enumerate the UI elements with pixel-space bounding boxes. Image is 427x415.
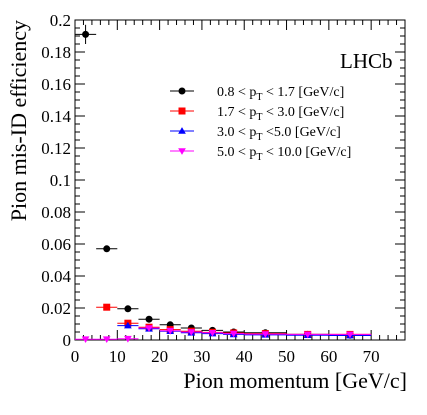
y-tick-label: 0.02 [41, 299, 71, 318]
data-point [208, 330, 217, 337]
data-point [187, 329, 196, 336]
y-tick-label: 0.06 [41, 235, 71, 254]
y-tick-label: 0.14 [41, 107, 71, 126]
legend-label: 3.0 < pT <5.0 [GeV/c] [217, 125, 341, 143]
series-4 [75, 325, 372, 344]
y-tick-label: 0.08 [41, 203, 71, 222]
data-point [346, 331, 354, 339]
x-tick-label: 20 [151, 347, 168, 366]
legend-marker [178, 127, 186, 134]
x-axis-title: Pion momentum [GeV/c] [183, 368, 407, 393]
x-tick-label: 0 [71, 347, 80, 366]
legend: 0.8 < pT < 1.7 [GeV/c] 1.7 < pT < 3.0 [Ge… [170, 85, 351, 163]
data-point [82, 30, 90, 38]
legend-entry-2: 1.7 < pT < 3.0 [GeV/c] [170, 105, 344, 123]
data-points [75, 24, 372, 344]
y-tick-label: 0.04 [41, 267, 71, 286]
x-tick-label: 70 [363, 347, 380, 366]
data-point [102, 336, 111, 344]
data-point [124, 335, 132, 343]
axis-ticks [74, 19, 406, 341]
legend-marker [178, 148, 186, 155]
legend-marker [178, 87, 186, 95]
data-point [103, 245, 111, 253]
x-tick-label: 60 [320, 347, 337, 366]
x-tick-label: 40 [236, 347, 253, 366]
y-tick-label: 0.1 [50, 171, 71, 190]
x-tick-label: 30 [193, 347, 210, 366]
legend-entry-3: 3.0 < pT <5.0 [GeV/c] [170, 125, 341, 143]
data-point [124, 305, 132, 313]
y-tick-label: 0.2 [50, 11, 71, 30]
y-tick-label: 0.16 [41, 75, 71, 94]
data-point [81, 336, 90, 344]
data-point [261, 331, 270, 338]
data-point [103, 303, 111, 311]
data-point [303, 331, 312, 339]
y-tick-label: 0.12 [41, 139, 71, 158]
series-1 [75, 24, 372, 339]
axis-tick-labels: 0 10 20 30 40 50 60 70 0 0.02 0.04 0.06 0.08 0.1 0.12 0… [41, 11, 379, 366]
data-point [145, 325, 153, 332]
annotation-lhcb: LHCb [340, 49, 393, 73]
y-axis-title: Pion mis-ID efficiency [6, 20, 31, 221]
legend-entry-1: 0.8 < pT < 1.7 [GeV/c] [170, 85, 344, 103]
legend-label: 1.7 < pT < 3.0 [GeV/c] [217, 105, 344, 123]
legend-entry-4: 5.0 < pT < 10.0 [GeV/c] [170, 145, 351, 163]
y-tick-label: 0 [63, 331, 72, 350]
data-point [166, 327, 175, 335]
data-point [229, 330, 238, 338]
x-tick-label: 10 [109, 347, 126, 366]
data-point [145, 315, 153, 323]
data-point [124, 321, 132, 329]
legend-marker [178, 107, 186, 115]
legend-label: 0.8 < pT < 1.7 [GeV/c] [217, 85, 344, 103]
x-tick-label: 50 [278, 347, 295, 366]
legend-label: 5.0 < pT < 10.0 [GeV/c] [217, 145, 351, 163]
y-tick-label: 0.18 [41, 43, 71, 62]
